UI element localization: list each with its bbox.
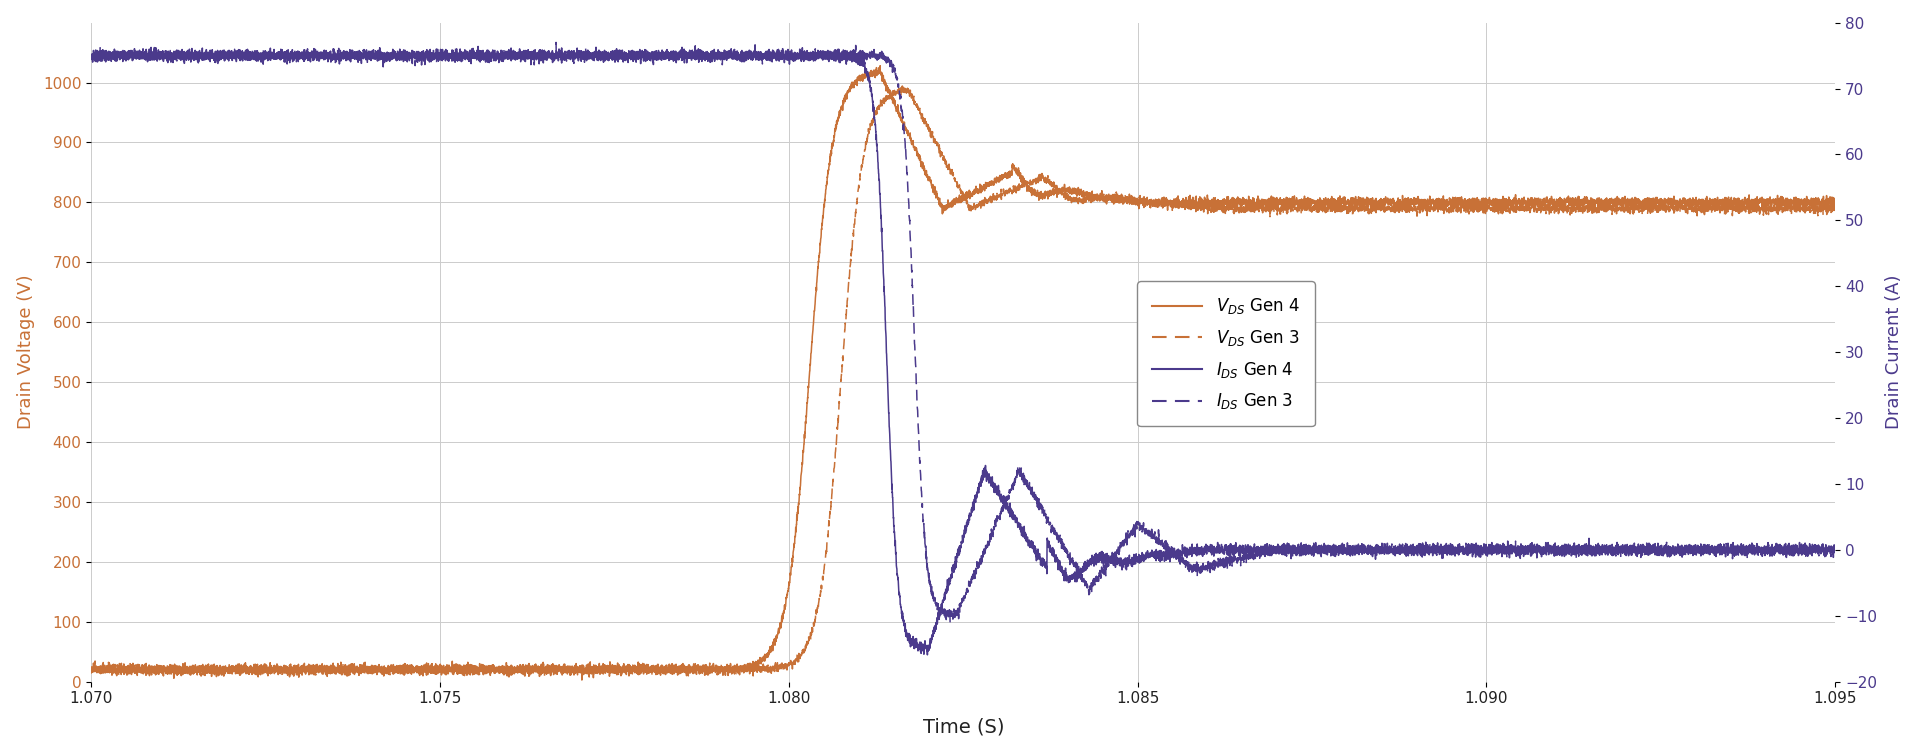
Y-axis label: Drain Current (A): Drain Current (A) <box>1885 275 1903 429</box>
Y-axis label: Drain Voltage (V): Drain Voltage (V) <box>17 275 35 429</box>
Legend: $V_{DS}$ Gen 4, $V_{DS}$ Gen 3, $I_{DS}$ Gen 4, $I_{DS}$ Gen 3: $V_{DS}$ Gen 4, $V_{DS}$ Gen 3, $I_{DS}$… <box>1137 282 1315 426</box>
X-axis label: Time (S): Time (S) <box>922 718 1004 736</box>
